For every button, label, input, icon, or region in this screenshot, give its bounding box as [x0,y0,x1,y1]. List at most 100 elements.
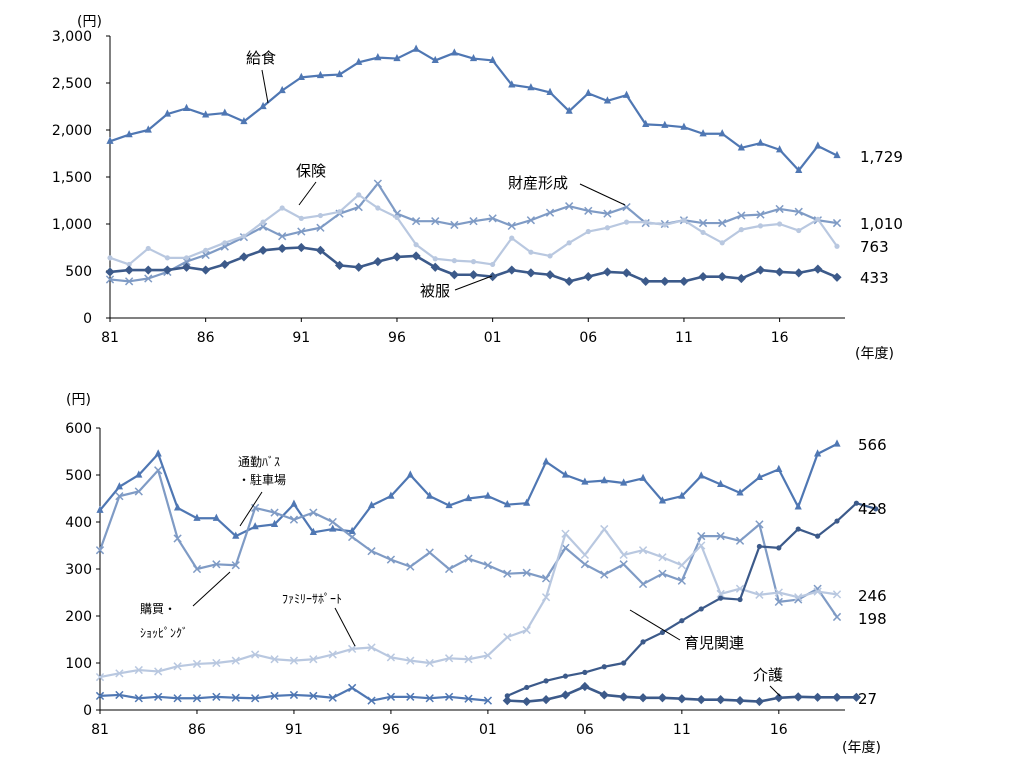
top-series-3-point-17 [430,262,440,272]
top-series-1-point-2 [144,274,153,283]
bottom-series-5-point-20-b [483,696,493,705]
bottom-series-2-point-14 [367,643,376,652]
bottom-series-2-point-21-b [503,633,512,642]
bottom-series-2-point-21 [503,633,512,642]
bottom-series-2-point-31 [697,541,706,550]
bottom-series-1-point-24 [561,543,570,552]
top-series-3-point-35 [775,267,785,277]
bottom-series-5-point-5-b [192,694,202,703]
top-series-0-point-16 [412,44,420,52]
top-series-2 [107,192,840,268]
bottom-series-1-point-11-b [309,508,318,517]
bottom-series-0-point-21 [503,500,511,508]
bottom-series-1-point-3 [154,466,163,475]
bottom-series-5-point-4-b [173,694,182,703]
bottom-series-4-point-12 [735,696,745,706]
bottom-series-1-point-33-b [735,536,745,545]
top-series-3-point-34 [755,265,766,275]
bottom-series-4-point-4 [580,681,590,692]
bottom-series-1-point-14-b [367,547,376,556]
top-series-1-point-24 [565,202,574,211]
bottom-series-1-point-15-b [386,555,396,564]
bottom-series-5-point-11-b [309,691,318,701]
top-series-1-point-25-b [584,206,593,215]
bottom-series-2-point-2-b [134,665,143,675]
bottom-series-2-point-24 [561,529,570,538]
bottom-series-1-point-31-b [697,531,706,541]
bottom-series-2-point-22 [522,625,531,635]
top-series-2-point-35 [777,221,783,227]
bottom-series-1-point-17 [425,548,434,557]
bottom-series-2-point-23 [541,593,551,602]
bottom-series-0-point-13 [348,526,356,534]
bottom-series-2-point-27-b [619,550,628,560]
bottom-annotation-tsukin-2: ・駐車場 [238,472,286,487]
top-series-0-point-14 [374,53,382,61]
bottom-series-0-point-20 [484,491,492,499]
bottom-series-2-point-27 [619,550,628,560]
top-series-3-point-22 [526,268,536,278]
bottom-series-1-point-6 [212,560,221,569]
bottom-series-0-point-8 [251,522,259,530]
top-series-1-point-36 [794,207,803,216]
bottom-series-3-line [506,502,877,697]
top-series-1-point-18 [450,220,459,230]
bottom-series-1-point-25-b [580,560,589,569]
top-series-0-point-2 [144,125,152,133]
bottom-annotation-kobai-1: 購買・ [140,602,176,616]
top-series-2-point-2 [145,245,151,252]
bottom-series-5-point-9 [270,691,279,701]
top-series-1-point-31 [698,218,708,228]
bottom-series-5-point-6-b [212,692,221,701]
bottom-annotation-tsukin-1: 通勤ﾊﾞｽ [238,455,280,469]
bottom-series-2-point-4-b [173,662,182,671]
bottom-series-2-point-17 [425,658,434,668]
bottom-series-0-point-6 [212,513,220,521]
bottom-series-4-point-5 [599,690,609,700]
bottom-series-2-point-30 [677,561,686,570]
bottom-series-2-point-6-b [212,658,221,668]
bottom-series-0-point-1 [115,482,123,490]
bottom-series-1-point-38-b [832,612,842,622]
top-series-2-point-32 [719,240,725,246]
top-series-1-point-26-b [603,209,612,218]
bottom-series-3-point-18 [853,500,859,506]
top-series-3-point-13 [354,262,364,272]
bottom-series-2-point-26-b [600,524,609,534]
bottom-series-2-point-35 [774,588,783,597]
bottom-series-2-point-19 [464,655,473,664]
bottom-series-0-point-35 [775,464,783,472]
bottom-y-tick-label-2: 200 [65,609,92,625]
bottom-series-4-point-16 [813,692,823,702]
top-series-1-point-19-b [469,217,478,226]
bottom-series-1-point-12 [328,517,337,527]
top-series-3-point-4 [181,262,192,272]
bottom-series-4-point-15 [793,692,803,702]
bottom-series-1-point-2-b [134,487,143,496]
bottom-series-5-point-8 [251,694,260,703]
bottom-series-0-point-27 [620,478,628,486]
bottom-leader-family [334,607,356,647]
bottom-series-0-point-12 [329,524,337,532]
bottom-series-5-point-20 [483,696,493,705]
bottom-x-tick-label-1: 86 [188,722,206,738]
bottom-series-4-point-6 [619,692,629,702]
top-series-2-point-22 [528,249,534,255]
top-series-1-point-23-b [545,208,555,217]
top-series-0-point-11 [316,70,325,79]
bottom-series-1-point-25 [580,560,589,569]
bottom-series-0-point-5 [193,513,201,521]
bottom-x-tick-label-6: 11 [673,722,691,738]
top-x-tick-label-3: 96 [388,330,406,346]
top-series-1-point-31-b [698,218,708,228]
top-series-2-point-31 [700,229,706,236]
bottom-series-0-point-33 [736,488,744,496]
bottom-series-2-point-10 [289,656,299,665]
bottom-series-5-point-15-b [386,692,396,701]
top-series-0-point-20 [489,55,497,64]
bottom-series-3-point-15 [795,526,801,532]
top-series-1-point-19 [469,217,478,226]
top-series-group [105,44,842,286]
bottom-series-2-point-9 [270,655,279,664]
